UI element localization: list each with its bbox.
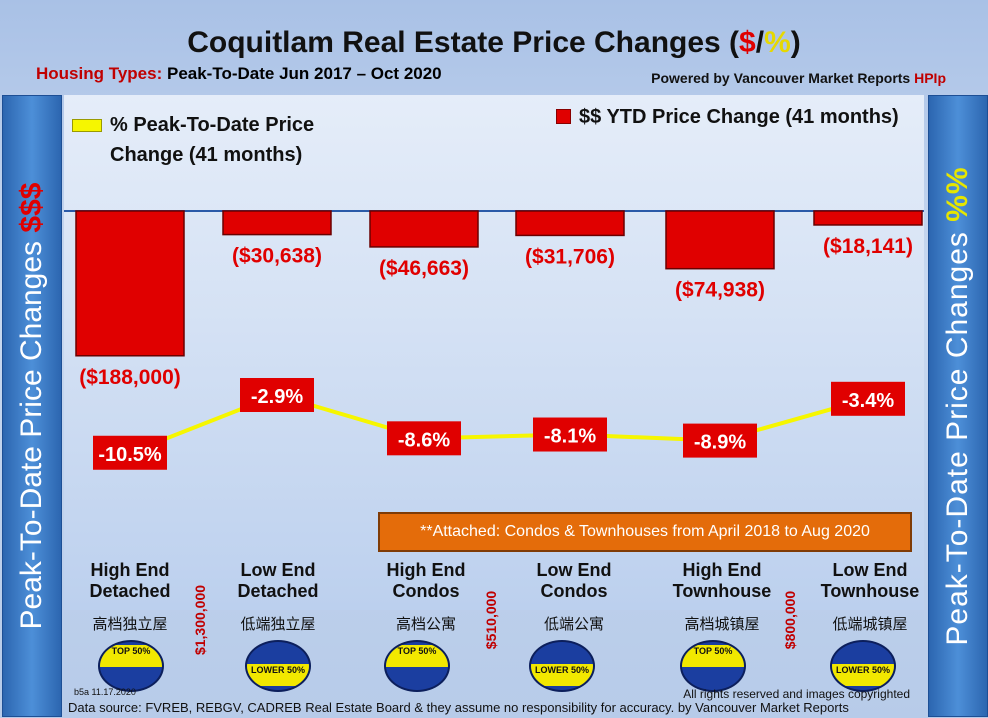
right-axis-banner: Peak-To-Date Price Changes %%	[928, 95, 988, 717]
category-label: High End Townhouse	[672, 560, 772, 601]
top-50-badge: TOP 50%	[98, 640, 164, 692]
bar-value-label: ($188,000)	[79, 366, 181, 389]
lower-50-badge: LOWER 50%	[830, 640, 896, 692]
pct-label-box	[533, 417, 607, 452]
legend-dollar-swatch	[556, 109, 571, 124]
footer-code: b5a 11.17.2020	[74, 687, 136, 697]
category-label: Low End Condos	[536, 560, 612, 601]
chart-subtitle: Housing Types: Peak-To-Date Jun 2017 – O…	[36, 64, 442, 83]
pct-label-box	[683, 423, 757, 458]
bar	[222, 210, 332, 236]
powered-by: Powered by Vancouver Market Reports HPIp	[651, 70, 946, 86]
category-label: High End Detached	[89, 560, 171, 601]
pct-label-box	[831, 381, 905, 416]
attached-note: **Attached: Condos & Townhouses from Apr…	[378, 512, 912, 552]
footer-rights: All rights reserved and images copyright…	[683, 687, 910, 701]
chart-title: Coquitlam Real Estate Price Changes ($/%…	[187, 26, 801, 59]
bar	[515, 210, 625, 237]
footer-source: Data source: FVREB, REBGV, CADREB Real E…	[68, 700, 849, 715]
legend-pct: % Peak-To-Date Price Change (41 months)	[72, 110, 350, 170]
pct-value-label: -10.5%	[98, 444, 162, 466]
pct-label-box	[93, 435, 167, 470]
pct-label-box	[240, 378, 314, 412]
price-threshold: $510,000	[483, 590, 499, 650]
lower-50-badge: LOWER 50%	[245, 640, 311, 692]
price-threshold: $800,000	[782, 590, 798, 650]
bar	[369, 210, 479, 248]
category-label-zh: 低端独立屋	[240, 616, 316, 633]
legend-dollar: $$ YTD Price Change (41 months)	[556, 106, 899, 129]
pct-value-label: -2.9%	[251, 386, 303, 408]
bar-value-label: ($30,638)	[232, 245, 322, 268]
category-label-zh: 高档公寓	[395, 616, 456, 633]
pct-value-label: -8.9%	[694, 432, 746, 454]
pct-value-label: -3.4%	[842, 390, 894, 412]
pct-label-box	[387, 421, 461, 456]
legend-pct-swatch	[72, 119, 102, 132]
category-label-zh: 低端城镇屋	[832, 616, 908, 633]
bar-value-label: ($46,663)	[379, 257, 469, 280]
bar	[665, 210, 775, 270]
bar-value-label: ($74,938)	[675, 279, 765, 302]
category-label: High End Condos	[386, 560, 466, 601]
category-label: Low End Townhouse	[820, 560, 920, 601]
category-label-zh: 低端公寓	[543, 616, 604, 633]
left-axis-banner: Peak-To-Date Price Changes $$$	[2, 95, 62, 717]
top-50-badge: TOP 50%	[384, 640, 450, 692]
price-threshold: $1,300,000	[192, 584, 208, 656]
bar-value-label: ($18,141)	[823, 235, 913, 258]
bar	[75, 210, 185, 357]
lower-50-badge: LOWER 50%	[529, 640, 595, 692]
bar-value-label: ($31,706)	[525, 245, 615, 268]
category-label-zh: 高档城镇屋	[684, 616, 760, 633]
pct-value-label: -8.6%	[398, 429, 450, 451]
category-label: Low End Detached	[237, 560, 319, 601]
pct-value-label: -8.1%	[544, 426, 596, 448]
category-label-zh: 高档独立屋	[92, 616, 168, 633]
bar	[813, 210, 923, 226]
top-50-badge: TOP 50%	[680, 640, 746, 692]
